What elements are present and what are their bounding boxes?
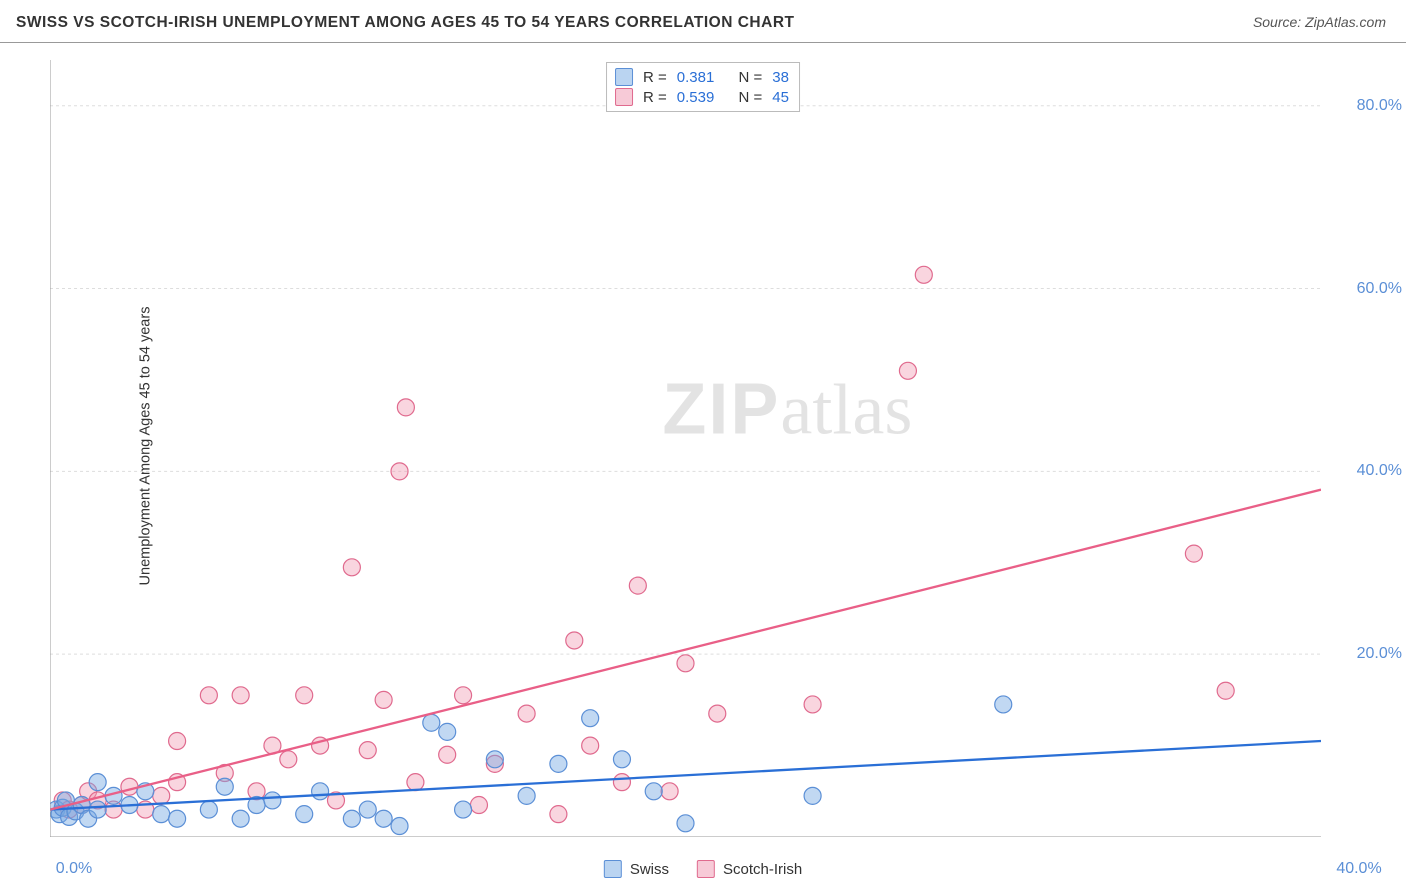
legend-item: Swiss bbox=[604, 860, 669, 878]
series-legend: Swiss Scotch-Irish bbox=[604, 860, 802, 878]
r-value: 0.539 bbox=[677, 89, 715, 106]
y-tick-label: 80.0% bbox=[1357, 97, 1406, 115]
scatter-svg bbox=[50, 60, 1321, 837]
legend-row: R = 0.381 N = 38 bbox=[615, 67, 789, 87]
chart-plot-area bbox=[50, 60, 1321, 837]
r-label: R = bbox=[643, 89, 667, 106]
legend-label: Swiss bbox=[630, 861, 669, 878]
swatch-blue-icon bbox=[615, 68, 633, 86]
n-value: 38 bbox=[772, 69, 789, 86]
legend-item: Scotch-Irish bbox=[697, 860, 802, 878]
chart-title: SWISS VS SCOTCH-IRISH UNEMPLOYMENT AMONG… bbox=[16, 14, 794, 32]
swatch-blue-icon bbox=[604, 860, 622, 878]
legend-row: R = 0.539 N = 45 bbox=[615, 87, 789, 107]
swatch-pink-icon bbox=[697, 860, 715, 878]
legend-label: Scotch-Irish bbox=[723, 861, 802, 878]
y-tick-label: 60.0% bbox=[1357, 280, 1406, 298]
correlation-legend: R = 0.381 N = 38 R = 0.539 N = 45 bbox=[606, 62, 800, 112]
source-label: Source: ZipAtlas.com bbox=[1253, 14, 1386, 30]
r-label: R = bbox=[643, 69, 667, 86]
n-label: N = bbox=[739, 89, 763, 106]
y-tick-label: 40.0% bbox=[1357, 462, 1406, 480]
n-value: 45 bbox=[772, 89, 789, 106]
chart-header: SWISS VS SCOTCH-IRISH UNEMPLOYMENT AMONG… bbox=[0, 0, 1406, 43]
x-tick-label: 0.0% bbox=[56, 860, 92, 878]
y-tick-label: 20.0% bbox=[1357, 645, 1406, 663]
swatch-pink-icon bbox=[615, 88, 633, 106]
n-label: N = bbox=[739, 69, 763, 86]
r-value: 0.381 bbox=[677, 69, 715, 86]
x-tick-label: 40.0% bbox=[1336, 860, 1381, 878]
